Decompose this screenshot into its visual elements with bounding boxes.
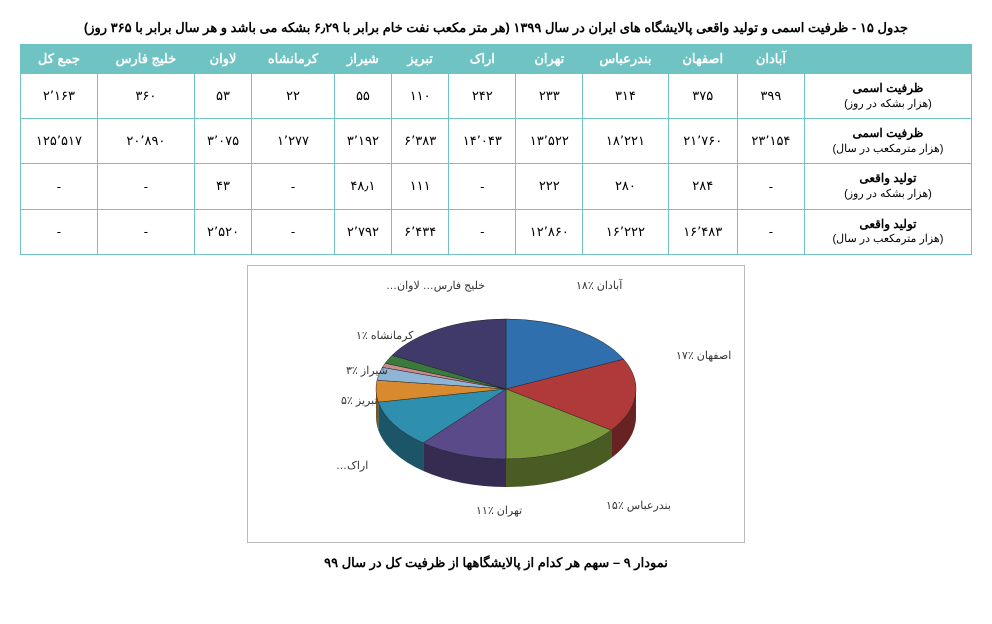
table-title: جدول ۱۵ - ظرفیت اسمی و تولید واقعی پالای… bbox=[20, 20, 972, 36]
col-header: اصفهان bbox=[668, 45, 737, 74]
cell: ۲۳٬۱۵۴ bbox=[737, 119, 804, 164]
cell: ۱۱۰ bbox=[392, 74, 449, 119]
cell: ۱۸٬۲۲۱ bbox=[583, 119, 668, 164]
col-header: کرمانشاه bbox=[252, 45, 335, 74]
pie-label: آبادان ٪۱۸ bbox=[576, 279, 622, 292]
cell: ۲۲۲ bbox=[516, 164, 583, 209]
cell: ۴۳ bbox=[194, 164, 251, 209]
cell: ۲۰٬۸۹۰ bbox=[97, 119, 194, 164]
col-header: تهران bbox=[516, 45, 583, 74]
cell: ۳٬۰۷۵ bbox=[194, 119, 251, 164]
cell: ۲۳۳ bbox=[516, 74, 583, 119]
pie-label: اصفهان ٪۱۷ bbox=[676, 349, 731, 362]
cell: ۶٬۴۳۴ bbox=[392, 209, 449, 254]
cell: ۱۴٬۰۴۳ bbox=[449, 119, 516, 164]
cell: ۵۳ bbox=[194, 74, 251, 119]
cell: ۳۶۰ bbox=[97, 74, 194, 119]
cell: - bbox=[21, 209, 98, 254]
cell: ۴۸٫۱ bbox=[334, 164, 391, 209]
cell: ۱۶٬۴۸۳ bbox=[668, 209, 737, 254]
col-header: خلیج فارس bbox=[97, 45, 194, 74]
cell: ۳۱۴ bbox=[583, 74, 668, 119]
row-label: تولید واقعی(هزار بشکه در روز) bbox=[804, 164, 971, 209]
cell: ۱۶٬۲۲۲ bbox=[583, 209, 668, 254]
cell: ۲۸۴ bbox=[668, 164, 737, 209]
cell: ۵۵ bbox=[334, 74, 391, 119]
cell: - bbox=[449, 164, 516, 209]
cell: - bbox=[21, 164, 98, 209]
chart-caption: نمودار ۹ – سهم هر کدام از پالایشگاهها از… bbox=[20, 555, 972, 571]
capacity-table: آباداناصفهانبندرعباستهراناراکتبریزشیرازک… bbox=[20, 44, 972, 255]
cell: - bbox=[97, 209, 194, 254]
pie-label: کرمانشاه ٪۱ bbox=[356, 329, 413, 342]
pie-label: بندرعباس ٪۱۵ bbox=[606, 499, 671, 512]
cell: ۲۴۲ bbox=[449, 74, 516, 119]
cell: ۶٬۳۸۳ bbox=[392, 119, 449, 164]
pie-label: تهران ٪۱۱ bbox=[476, 504, 522, 517]
pie-label: خلیج فارس… لاوان… bbox=[386, 279, 485, 292]
cell: - bbox=[252, 164, 335, 209]
col-header: لاوان bbox=[194, 45, 251, 74]
cell: ۳۹۹ bbox=[737, 74, 804, 119]
cell: ۳٬۱۹۲ bbox=[334, 119, 391, 164]
cell: - bbox=[252, 209, 335, 254]
pie-label: تبریز ٪۵ bbox=[341, 394, 377, 407]
pie-label: اراک… bbox=[336, 459, 368, 472]
cell: ۲۲ bbox=[252, 74, 335, 119]
cell: - bbox=[737, 209, 804, 254]
row-label: تولید واقعی(هزار مترمکعب در سال) bbox=[804, 209, 971, 254]
col-header: اراک bbox=[449, 45, 516, 74]
cell: ۲۱٬۷۶۰ bbox=[668, 119, 737, 164]
cell: ۱۳٬۵۲۲ bbox=[516, 119, 583, 164]
cell: ۱۲۵٬۵۱۷ bbox=[21, 119, 98, 164]
col-header: جمع کل bbox=[21, 45, 98, 74]
cell: ۱٬۲۷۷ bbox=[252, 119, 335, 164]
cell: ۱۲٬۸۶۰ bbox=[516, 209, 583, 254]
row-label: ظرفیت اسمی(هزار مترمکعب در سال) bbox=[804, 119, 971, 164]
cell: - bbox=[737, 164, 804, 209]
cell: ۳۷۵ bbox=[668, 74, 737, 119]
row-label: ظرفیت اسمی(هزار بشکه در روز) bbox=[804, 74, 971, 119]
col-header: بندرعباس bbox=[583, 45, 668, 74]
pie-chart-container: آبادان ٪۱۸ اصفهان ٪۱۷ بندرعباس ٪۱۵ تهران ٪۱… bbox=[247, 265, 745, 543]
cell: - bbox=[449, 209, 516, 254]
cell: ۲۸۰ bbox=[583, 164, 668, 209]
col-header: آبادان bbox=[737, 45, 804, 74]
cell: ۲٬۷۹۲ bbox=[334, 209, 391, 254]
col-header: شیراز bbox=[334, 45, 391, 74]
pie-label: شیراز ٪۳ bbox=[346, 364, 388, 377]
cell: ۱۱۱ bbox=[392, 164, 449, 209]
col-header: تبریز bbox=[392, 45, 449, 74]
cell: ۲٬۵۲۰ bbox=[194, 209, 251, 254]
cell: - bbox=[97, 164, 194, 209]
cell: ۲٬۱۶۳ bbox=[21, 74, 98, 119]
col-header bbox=[804, 45, 971, 74]
